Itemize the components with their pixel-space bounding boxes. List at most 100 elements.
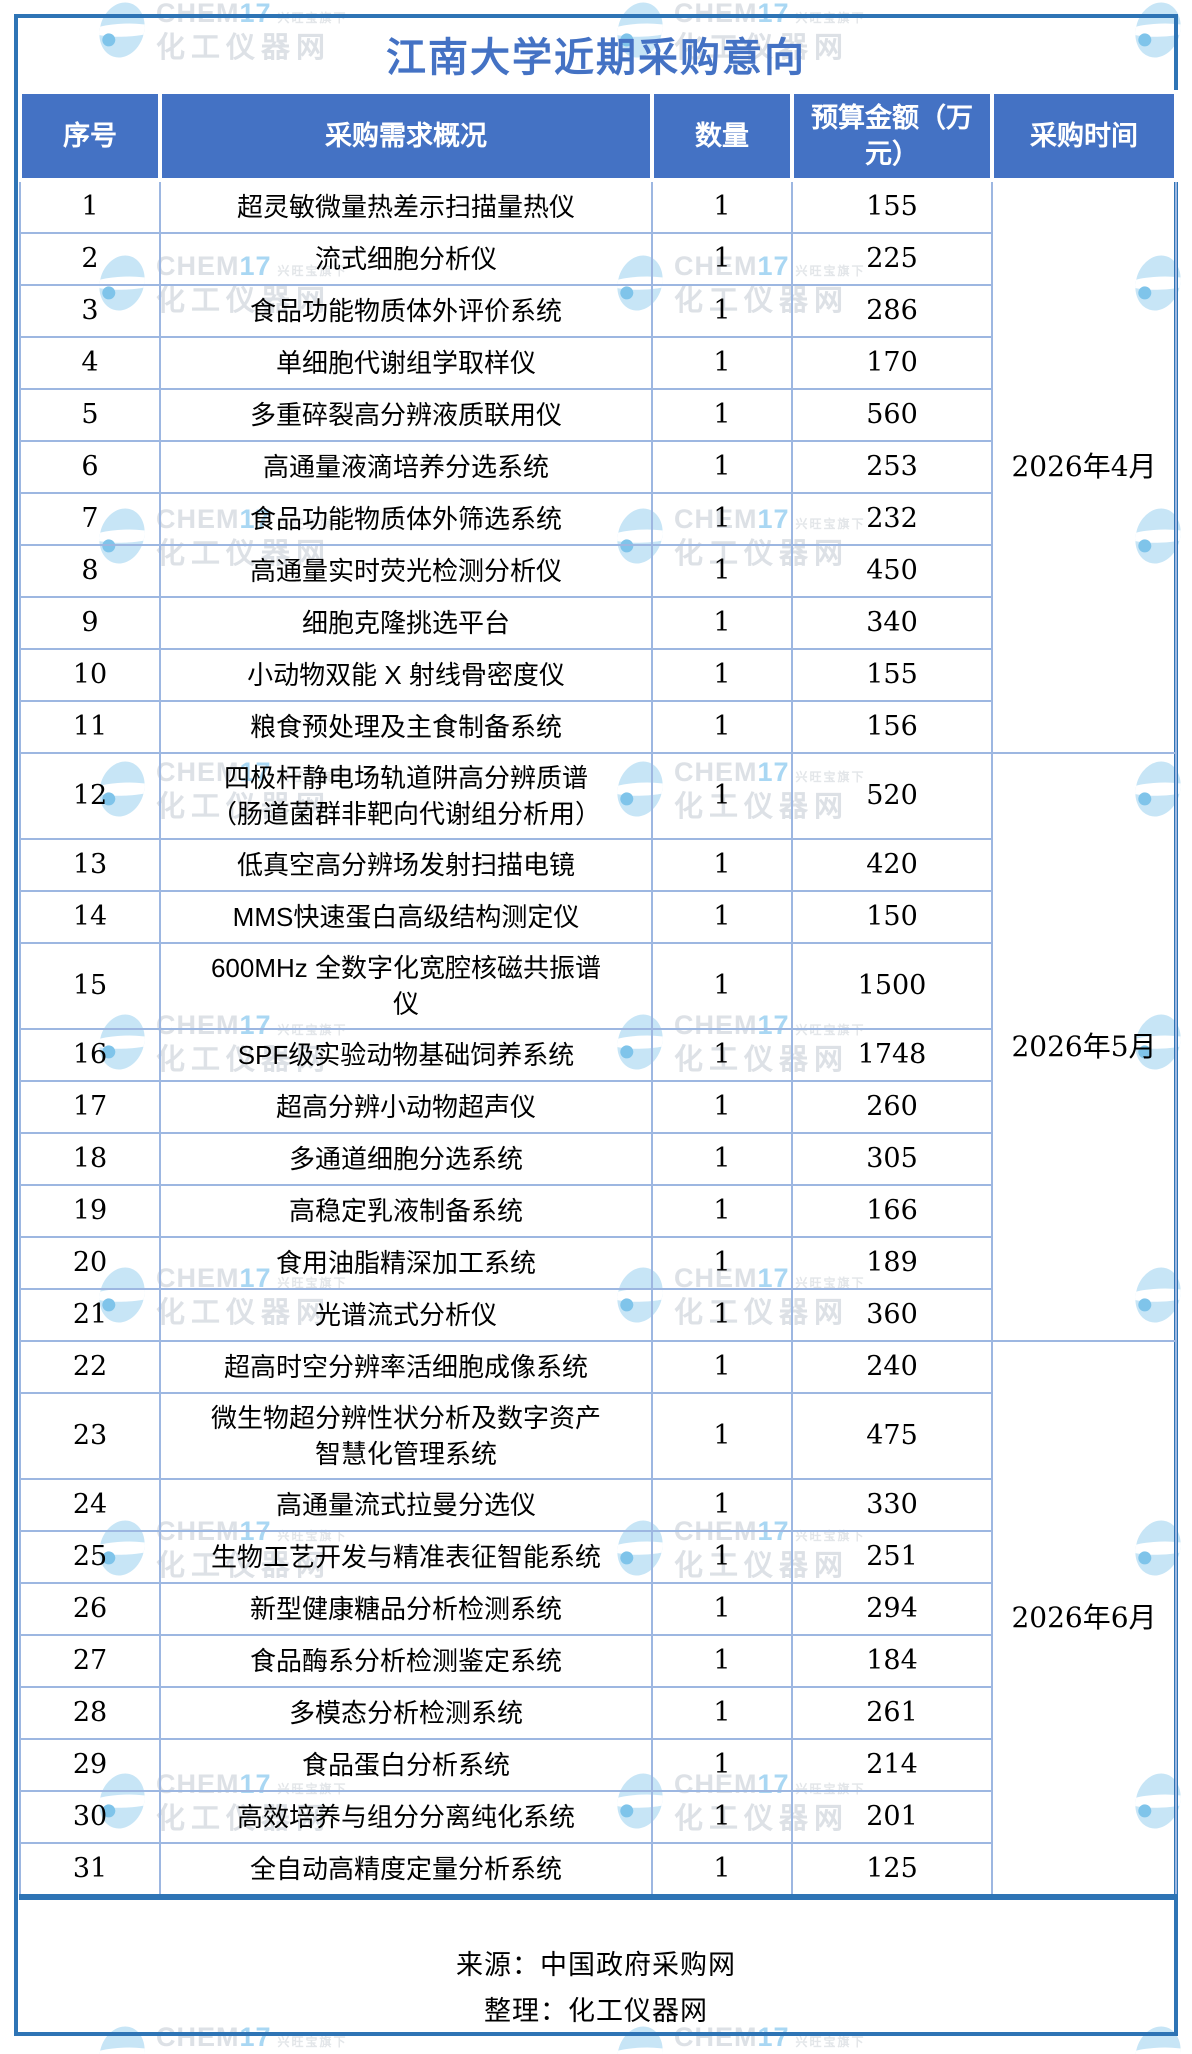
cell-qty: 1 bbox=[651, 752, 793, 840]
cell-item: 新型健康糖品分析检测系统 bbox=[159, 1582, 653, 1636]
cell-budget: 330 bbox=[791, 1478, 993, 1532]
cell-no: 31 bbox=[19, 1842, 161, 1900]
cell-qty: 1 bbox=[651, 1634, 793, 1688]
table-row: 16 SPF级实验动物基础饲养系统 1 1748 bbox=[19, 1028, 1176, 1082]
cell-qty: 1 bbox=[651, 1132, 793, 1186]
cell-budget: 166 bbox=[791, 1184, 993, 1238]
watermark-brand-sub: 兴旺宝旗下 bbox=[277, 2035, 348, 2049]
table-row: 26 新型健康糖品分析检测系统 1 294 bbox=[19, 1582, 1176, 1636]
header-date: 采购时间 bbox=[990, 90, 1178, 182]
cell-no: 2 bbox=[19, 232, 161, 286]
cell-qty: 1 bbox=[651, 838, 793, 892]
table-row: 13 低真空高分辨场发射扫描电镜 1 420 bbox=[19, 838, 1176, 892]
cell-qty: 1 bbox=[651, 544, 793, 598]
cell-item: 生物工艺开发与精准表征智能系统 bbox=[159, 1530, 653, 1584]
cell-no: 10 bbox=[19, 648, 161, 702]
cell-qty: 1 bbox=[651, 942, 793, 1030]
cell-no: 17 bbox=[19, 1080, 161, 1134]
cell-item: 高通量液滴培养分选系统 bbox=[159, 440, 653, 494]
cell-item: 高效培养与组分分离纯化系统 bbox=[159, 1790, 653, 1844]
table-row: 10 小动物双能 X 射线骨密度仪 1 155 bbox=[19, 648, 1176, 702]
cell-budget: 360 bbox=[791, 1288, 993, 1342]
cell-budget: 201 bbox=[791, 1790, 993, 1844]
table-header-row: 序号 采购需求概况 数量 预算金额（万元） 采购时间 bbox=[18, 90, 1178, 182]
cell-qty: 1 bbox=[651, 648, 793, 702]
table-row: 22 超高时空分辨率活细胞成像系统 1 240 2026年6月 bbox=[19, 1340, 1177, 1900]
cell-no: 26 bbox=[19, 1582, 161, 1636]
procurement-table: 序号 采购需求概况 数量 预算金额（万元） 采购时间 1 超灵敏微量热差示扫描量热… bbox=[18, 90, 1178, 1900]
cell-budget: 475 bbox=[791, 1392, 993, 1480]
cell-budget: 420 bbox=[791, 838, 993, 892]
cell-qty: 1 bbox=[651, 890, 793, 944]
cell-budget: 240 bbox=[791, 1340, 993, 1394]
cell-item: 高通量实时荧光检测分析仪 bbox=[159, 544, 653, 598]
cell-qty: 1 bbox=[651, 1392, 793, 1480]
cell-qty: 1 bbox=[651, 1478, 793, 1532]
cell-no: 27 bbox=[19, 1634, 161, 1688]
table-row: 14 MMS快速蛋白高级结构测定仪 1 150 bbox=[19, 890, 1176, 944]
cell-budget: 253 bbox=[791, 440, 993, 494]
cell-budget: 1500 bbox=[791, 942, 993, 1030]
cell-qty: 1 bbox=[651, 1842, 793, 1900]
editor-line: 整理：化工仪器网 bbox=[484, 1996, 708, 2026]
cell-no: 3 bbox=[19, 284, 161, 338]
table-row: 25 生物工艺开发与精准表征智能系统 1 251 bbox=[19, 1530, 1176, 1584]
cell-no: 6 bbox=[19, 440, 161, 494]
cell-item: 低真空高分辨场发射扫描电镜 bbox=[159, 838, 653, 892]
cell-item: 多通道细胞分选系统 bbox=[159, 1132, 653, 1186]
cell-item: 高通量流式拉曼分选仪 bbox=[159, 1478, 653, 1532]
cell-item: 超高时空分辨率活细胞成像系统 bbox=[159, 1340, 653, 1394]
table-row: 17 超高分辨小动物超声仪 1 260 bbox=[19, 1080, 1176, 1134]
cell-item: 全自动高精度定量分析系统 bbox=[159, 1842, 653, 1900]
cell-item: MMS快速蛋白高级结构测定仪 bbox=[159, 890, 653, 944]
cell-qty: 1 bbox=[651, 284, 793, 338]
cell-qty: 1 bbox=[651, 1184, 793, 1238]
table-row: 21 光谱流式分析仪 1 360 bbox=[19, 1288, 1176, 1342]
cell-budget: 520 bbox=[791, 752, 993, 840]
cell-no: 19 bbox=[19, 1184, 161, 1238]
cell-item: SPF级实验动物基础饲养系统 bbox=[159, 1028, 653, 1082]
cell-budget: 170 bbox=[791, 336, 993, 390]
header-no: 序号 bbox=[18, 90, 162, 182]
header-qty: 数量 bbox=[650, 90, 794, 182]
cell-item: 单细胞代谢组学取样仪 bbox=[159, 336, 653, 390]
cell-qty: 1 bbox=[651, 1288, 793, 1342]
cell-budget: 251 bbox=[791, 1530, 993, 1584]
cell-no: 14 bbox=[19, 890, 161, 944]
watermark-brand-sub: 兴旺宝旗下 bbox=[795, 2035, 866, 2049]
cell-procurement-date: 2026年6月 bbox=[991, 1340, 1177, 1900]
cell-budget: 260 bbox=[791, 1080, 993, 1134]
table-row: 3 食品功能物质体外评价系统 1 286 bbox=[19, 284, 1176, 338]
cell-item: 微生物超分辨性状分析及数字资产 智慧化管理系统 bbox=[159, 1392, 653, 1480]
cell-qty: 1 bbox=[651, 492, 793, 546]
cell-budget: 150 bbox=[791, 890, 993, 944]
cell-budget: 232 bbox=[791, 492, 993, 546]
cell-no: 22 bbox=[19, 1340, 161, 1394]
cell-budget: 156 bbox=[791, 700, 993, 754]
cell-qty: 1 bbox=[651, 1530, 793, 1584]
cell-budget: 560 bbox=[791, 388, 993, 442]
cell-qty: 1 bbox=[651, 1236, 793, 1290]
cell-qty: 1 bbox=[651, 336, 793, 390]
cell-item: 流式细胞分析仪 bbox=[159, 232, 653, 286]
cell-no: 18 bbox=[19, 1132, 161, 1186]
cell-no: 16 bbox=[19, 1028, 161, 1082]
cell-qty: 1 bbox=[651, 232, 793, 286]
cell-procurement-date: 2026年5月 bbox=[991, 752, 1177, 1342]
cell-no: 30 bbox=[19, 1790, 161, 1844]
cell-budget: 155 bbox=[791, 179, 993, 234]
table-row: 19 高稳定乳液制备系统 1 166 bbox=[19, 1184, 1176, 1238]
cell-no: 28 bbox=[19, 1686, 161, 1740]
cell-no: 29 bbox=[19, 1738, 161, 1792]
cell-budget: 294 bbox=[791, 1582, 993, 1636]
footer: 来源：中国政府采购网 整理：化工仪器网 bbox=[18, 1942, 1174, 2034]
table-row: 5 多重碎裂高分辨液质联用仪 1 560 bbox=[19, 388, 1176, 442]
cell-qty: 1 bbox=[651, 1080, 793, 1134]
table-row: 6 高通量液滴培养分选系统 1 253 bbox=[19, 440, 1176, 494]
cell-qty: 1 bbox=[651, 1790, 793, 1844]
table-row: 8 高通量实时荧光检测分析仪 1 450 bbox=[19, 544, 1176, 598]
cell-budget: 261 bbox=[791, 1686, 993, 1740]
cell-budget: 225 bbox=[791, 232, 993, 286]
cell-procurement-date: 2026年4月 bbox=[991, 179, 1177, 754]
cell-budget: 305 bbox=[791, 1132, 993, 1186]
